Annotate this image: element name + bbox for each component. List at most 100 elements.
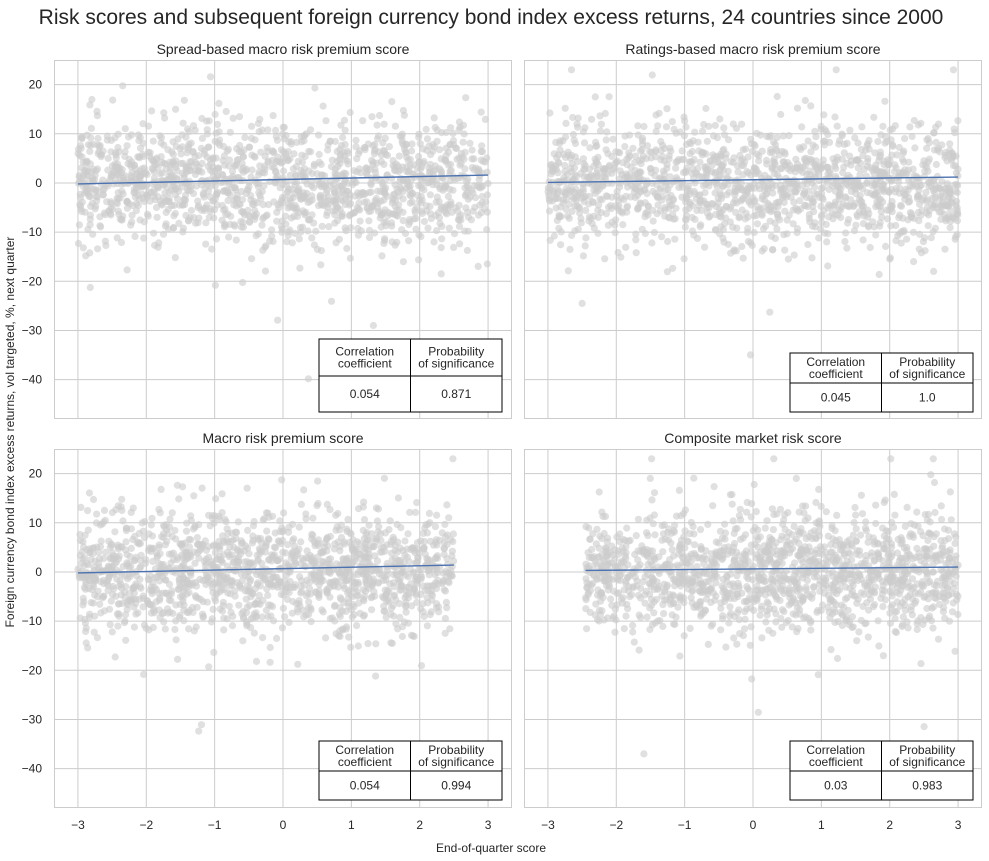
scatter-point (462, 94, 470, 102)
scatter-point (117, 238, 126, 247)
scatter-point (187, 157, 195, 166)
scatter-point (150, 229, 158, 237)
scatter-point (907, 213, 915, 221)
scatter-point (727, 249, 735, 257)
scatter-point (335, 610, 343, 618)
scatter-point (255, 168, 263, 176)
scatter-point (777, 110, 785, 119)
scatter-point (118, 187, 126, 195)
scatter-point (746, 351, 755, 359)
scatter-point (84, 644, 92, 652)
scatter-point (443, 210, 451, 218)
scatter-point (235, 113, 244, 121)
scatter-point (946, 140, 954, 148)
scatter-point (362, 164, 370, 172)
scatter-point (284, 156, 292, 164)
scatter-point (184, 216, 193, 224)
scatter-point (322, 634, 330, 642)
scatter-point (886, 254, 895, 262)
scatter-point (230, 175, 238, 183)
scatter-point (202, 219, 210, 227)
scatter-point (293, 178, 301, 186)
scatter-point (660, 170, 669, 178)
scatter-point (758, 147, 766, 155)
scatter-point (793, 104, 802, 112)
scatter-point (207, 618, 216, 626)
scatter-point (555, 224, 563, 232)
scatter-point (148, 514, 156, 522)
scatter-point (268, 147, 276, 155)
scatter-point (425, 566, 433, 574)
scatter-point (546, 109, 554, 117)
scatter-point (253, 580, 262, 589)
scatter-point (346, 254, 354, 262)
scatter-point (470, 155, 478, 163)
scatter-point (319, 102, 327, 110)
scatter-point (744, 224, 752, 232)
scatter-point (369, 321, 377, 330)
scatter-point (344, 515, 352, 524)
scatter-point (554, 169, 562, 177)
scatter-point (403, 163, 411, 171)
scatter-point (682, 211, 691, 219)
scatter-point (227, 578, 235, 586)
scatter-point (299, 207, 307, 215)
scatter-point (440, 586, 448, 594)
scatter-point (119, 82, 127, 90)
scatter-point (170, 556, 178, 564)
scatter-point (393, 238, 401, 246)
scatter-point (78, 567, 86, 576)
scatter-point (817, 202, 825, 210)
scatter-point (315, 158, 323, 166)
scatter-point (400, 111, 408, 119)
scatter-point (386, 517, 394, 525)
scatter-point (627, 163, 635, 171)
scatter-point (714, 194, 722, 203)
scatter-point (225, 233, 233, 241)
scatter-point (263, 585, 271, 593)
scatter-point (327, 297, 336, 305)
scatter-point (565, 200, 573, 208)
scatter-point (777, 164, 785, 172)
scatter-point (862, 146, 870, 154)
scatter-point (158, 169, 166, 177)
scatter-point (239, 614, 248, 623)
scatter-point (297, 500, 305, 508)
scatter-point (395, 600, 403, 608)
scatter-point (263, 527, 271, 535)
scatter-point (423, 529, 431, 537)
scatter-point (306, 590, 314, 598)
scatter-point (876, 173, 884, 181)
scatter-point (792, 474, 800, 482)
scatter-point (368, 202, 376, 210)
scatter-point (133, 539, 141, 547)
scatter-point (235, 601, 243, 609)
scatter-point (242, 595, 250, 603)
stats-header-probability: Probability of significance (418, 743, 494, 769)
scatter-point (220, 626, 228, 634)
scatter-point (475, 176, 483, 184)
scatter-point (180, 601, 188, 609)
scatter-point (153, 213, 161, 221)
scatter-point (285, 618, 293, 627)
scatter-point (834, 211, 842, 219)
scatter-point (421, 550, 429, 558)
scatter-point (139, 603, 147, 611)
scatter-point (295, 235, 303, 243)
scatter-point (353, 622, 361, 630)
scatter-point (461, 227, 469, 235)
scatter-point (767, 232, 776, 240)
scatter-point (761, 171, 769, 179)
scatter-point (643, 190, 651, 198)
scatter-point (74, 239, 82, 248)
stats-header-probability: Probability of significance (418, 345, 494, 371)
scatter-point (268, 557, 276, 565)
scatter-point (209, 154, 217, 162)
scatter-point (162, 208, 170, 217)
scatter-point (365, 521, 373, 529)
scatter-point (804, 240, 812, 249)
scatter-point (279, 130, 287, 138)
scatter-point (843, 244, 851, 252)
scatter-point (88, 95, 96, 104)
scatter-point (204, 181, 212, 189)
